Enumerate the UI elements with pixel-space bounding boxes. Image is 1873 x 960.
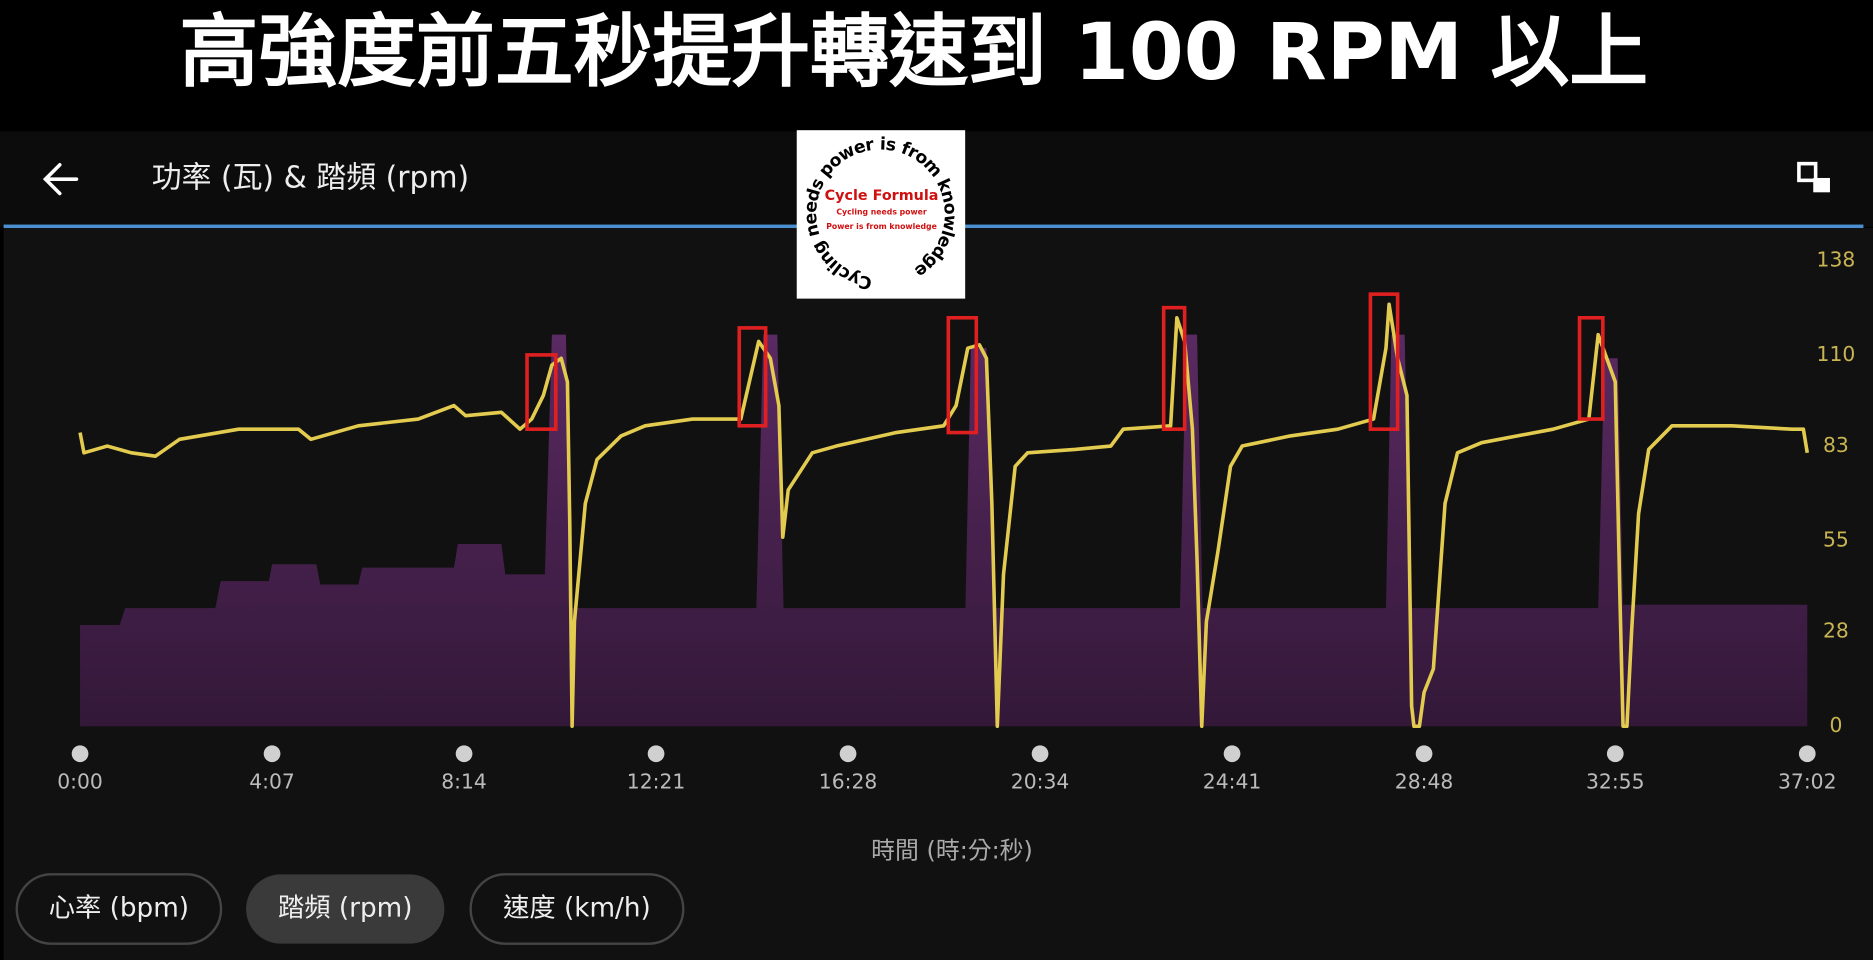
mode-buttons: 心率 (bpm) 踏頻 (rpm) 速度 (km/h) — [15, 873, 685, 945]
x-tick-dot — [1031, 745, 1049, 763]
cadence-line — [78, 302, 1810, 729]
banner-title: 高強度前五秒提升轉速到 100 RPM 以上 — [180, 6, 1649, 98]
power-area — [80, 334, 1808, 727]
plot: 0 28 55 83 110 138 0:00 4:07 8:14 12:21 16:28 20:34… — [57, 247, 1855, 793]
highlight-box — [525, 353, 558, 431]
logo: Cycling needs power is from knowledge Cy… — [796, 130, 966, 299]
y-tick-label: 83 — [1823, 433, 1849, 457]
logo-line: Power is from knowledge — [826, 222, 937, 231]
x-tick-label: 16:28 — [819, 769, 878, 793]
banner — [0, 0, 1873, 132]
button-bg — [469, 873, 685, 945]
x-tick-dot — [1415, 745, 1433, 763]
y-tick-label: 110 — [1817, 342, 1856, 366]
x-tick-dot — [71, 745, 89, 763]
fullscreen-button[interactable] — [1797, 161, 1830, 193]
x-tick-label: 24:41 — [1203, 769, 1262, 793]
x-tick-label: 32:55 — [1586, 769, 1645, 793]
x-tick-label: 28:48 — [1395, 769, 1454, 793]
x-tick-label: 0:00 — [57, 769, 103, 793]
x-tick-label: 8:14 — [441, 769, 487, 793]
button-label: 踏頻 (rpm) — [278, 893, 412, 923]
button-label: 心率 (bpm) — [49, 893, 189, 923]
x-tick-label: 20:34 — [1011, 769, 1069, 793]
x-tick-dot — [1606, 745, 1624, 763]
x-tick-dot — [647, 745, 665, 763]
x-tick-dot — [263, 745, 281, 763]
button-bg — [15, 873, 223, 945]
mode-button[interactable]: 踏頻 (rpm) — [246, 874, 445, 944]
mode-button[interactable]: 速度 (km/h) — [469, 873, 685, 945]
x-tick-label: 4:07 — [249, 769, 295, 793]
highlight-box — [1161, 305, 1187, 431]
button-label: 速度 (km/h) — [503, 893, 651, 923]
y-tick-label: 55 — [1823, 528, 1849, 552]
highlight-box — [1577, 315, 1605, 421]
x-tick-dot — [1798, 745, 1816, 763]
y-tick-label: 28 — [1823, 619, 1849, 643]
back-button[interactable] — [42, 163, 79, 196]
x-tick-label: 12:21 — [627, 769, 686, 793]
highlight-box — [1368, 292, 1400, 431]
x-tick-label: 37:02 — [1778, 769, 1837, 793]
logo-name: Cycle Formula — [825, 188, 939, 204]
y-tick-label: 138 — [1817, 247, 1856, 271]
x-tick-dot — [1223, 745, 1241, 763]
mode-button[interactable]: 心率 (bpm) — [15, 873, 223, 945]
y-tick-label: 0 — [1829, 713, 1842, 737]
button-bg — [246, 874, 445, 944]
highlight-box — [737, 326, 768, 428]
header-title: 功率 (瓦) & 踏頻 (rpm) — [152, 161, 469, 196]
logo-line: Cycling needs power — [836, 208, 927, 217]
highlight-box — [946, 315, 979, 435]
x-tick-dot — [455, 745, 473, 763]
x-axis-label: 時間 (時:分:秒) — [871, 837, 1033, 865]
logo-bg — [796, 130, 966, 299]
x-tick-dot — [839, 745, 857, 763]
